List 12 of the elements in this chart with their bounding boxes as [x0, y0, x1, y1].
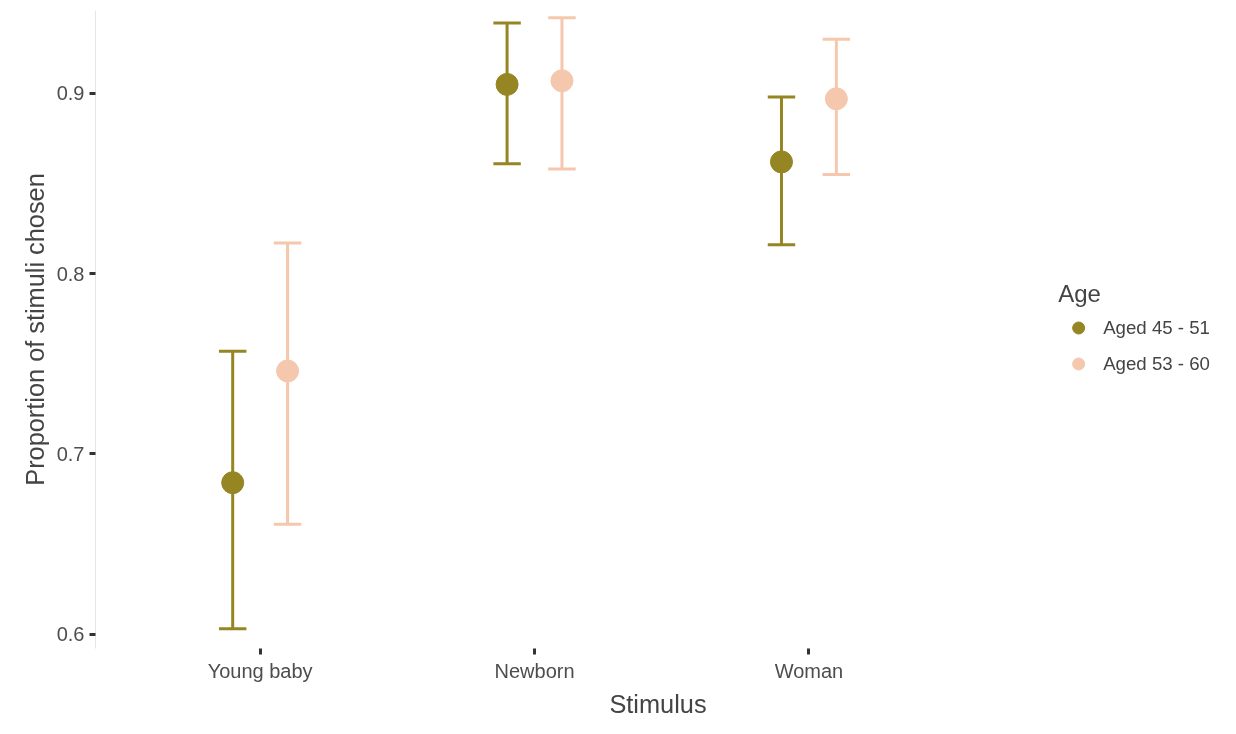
x-tick-label: Woman [774, 659, 844, 682]
y-tick-label: 0.9 [56, 82, 85, 105]
y-tick-label: 0.8 [56, 262, 85, 285]
y-tick-label: 0.7 [56, 442, 85, 465]
legend-label: Aged 45 - 51 [1103, 316, 1210, 339]
x-tick-label: Young baby [207, 659, 313, 682]
legend-label: Aged 53 - 60 [1103, 352, 1210, 375]
y-tick-label: 0.6 [56, 623, 85, 646]
x-axis-title: Stimulus [609, 689, 707, 718]
y-axis-title: Proportion of stimuli chosen [20, 173, 49, 486]
x-tick-label: Newborn [494, 659, 575, 682]
legend-title: Age [1058, 279, 1102, 308]
